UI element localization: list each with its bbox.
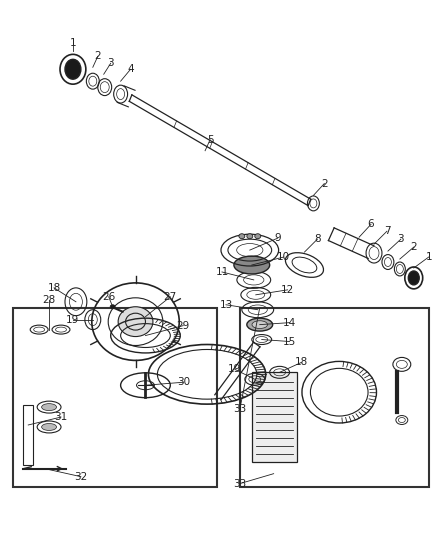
- Text: 1: 1: [70, 38, 76, 49]
- Bar: [252, 373, 297, 462]
- Ellipse shape: [234, 256, 270, 274]
- Text: 30: 30: [177, 377, 190, 387]
- Text: 10: 10: [277, 252, 290, 262]
- Text: 5: 5: [207, 135, 213, 145]
- Text: 29: 29: [177, 321, 190, 330]
- Ellipse shape: [408, 271, 419, 285]
- Text: 13: 13: [219, 300, 233, 310]
- Bar: [240, 308, 429, 487]
- Text: 26: 26: [102, 292, 115, 302]
- Text: 2: 2: [410, 242, 417, 252]
- Text: 28: 28: [42, 295, 56, 305]
- Text: 8: 8: [314, 234, 321, 244]
- Ellipse shape: [247, 233, 253, 239]
- Text: 18: 18: [295, 358, 308, 367]
- Text: 3: 3: [107, 58, 114, 68]
- Text: 33: 33: [233, 404, 247, 414]
- Text: 7: 7: [384, 226, 390, 236]
- Text: 19: 19: [66, 314, 80, 325]
- Text: 19: 19: [228, 365, 241, 374]
- Text: 2: 2: [95, 51, 101, 61]
- Text: 12: 12: [281, 285, 294, 295]
- Text: 1: 1: [425, 252, 432, 262]
- Text: 32: 32: [74, 472, 88, 482]
- Ellipse shape: [255, 233, 261, 239]
- Ellipse shape: [252, 321, 268, 328]
- Text: 33: 33: [233, 479, 247, 489]
- Text: 9: 9: [274, 233, 281, 243]
- Ellipse shape: [247, 318, 273, 331]
- Text: 27: 27: [164, 292, 177, 302]
- Ellipse shape: [118, 307, 153, 336]
- Text: 15: 15: [283, 336, 296, 346]
- Text: 4: 4: [127, 64, 134, 74]
- Text: 3: 3: [398, 234, 404, 244]
- Ellipse shape: [42, 424, 57, 431]
- Ellipse shape: [65, 59, 81, 79]
- Text: 14: 14: [283, 318, 296, 328]
- Text: 18: 18: [47, 283, 61, 293]
- Text: 11: 11: [215, 267, 229, 277]
- Text: 6: 6: [368, 219, 374, 229]
- Bar: [23, 405, 33, 465]
- Bar: [13, 308, 217, 487]
- Text: 31: 31: [54, 412, 67, 422]
- Ellipse shape: [110, 305, 115, 309]
- Ellipse shape: [42, 403, 57, 410]
- Text: 2: 2: [321, 179, 328, 189]
- Ellipse shape: [239, 233, 245, 239]
